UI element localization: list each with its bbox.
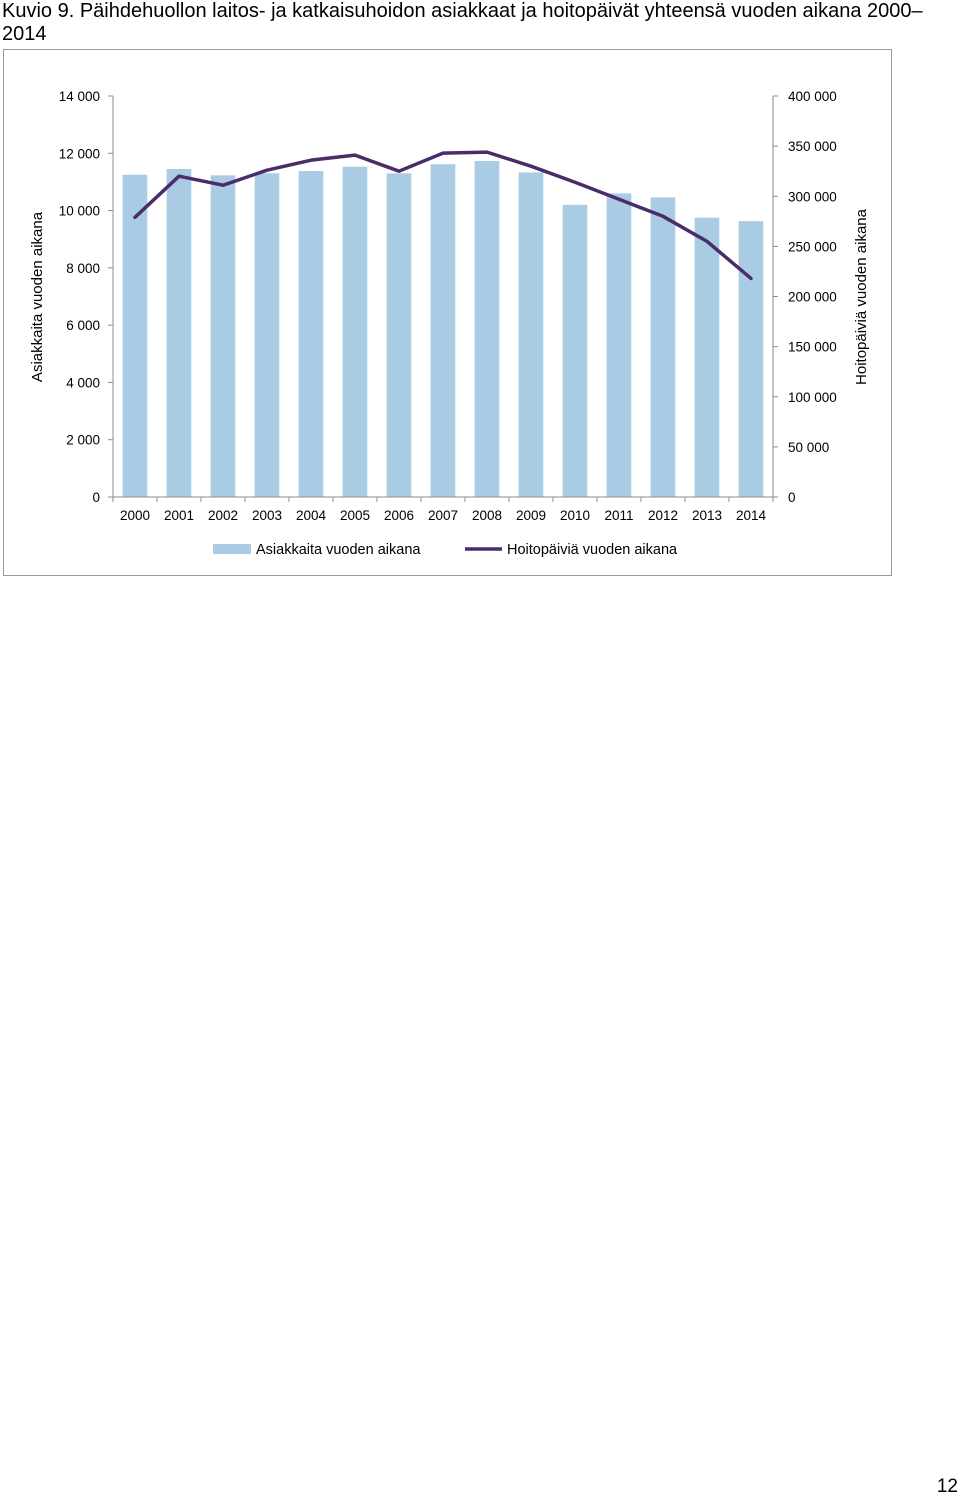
bar-2014 [738,221,764,498]
x-tick-label-2001: 2001 [164,508,194,523]
line-point-2011 [618,198,620,200]
line-point-2003 [266,169,268,171]
x-tick-label-2003: 2003 [252,508,282,523]
bar-2011 [606,193,632,497]
bar-2003 [254,173,280,497]
bar-2001 [166,169,192,498]
bar-2013 [694,217,720,498]
x-tick-label-2014: 2014 [736,508,767,523]
chart-frame [3,49,892,576]
line-point-2010 [574,181,576,183]
y-right-tick-label: 100 000 [788,390,837,405]
line-point-2005 [354,154,356,156]
y-right-tick-label: 50 000 [788,440,829,455]
bar-2012 [650,197,676,497]
bar-2004 [298,171,324,498]
line-point-2012 [662,215,664,217]
bar-2010 [562,204,588,497]
line-point-2000 [134,216,136,218]
y-right-tick-label: 350 000 [788,139,837,154]
x-tick-label-2006: 2006 [384,508,414,523]
line-point-2008 [486,151,488,153]
x-tick-label-2002: 2002 [208,508,238,523]
bar-2006 [386,173,412,497]
y-left-tick-label: 4 000 [66,375,100,390]
page-number: 12 [936,1476,958,1497]
line-series [133,150,753,281]
y-right-tick-label: 400 000 [788,89,837,104]
bar-2005 [342,166,368,497]
line-point-2007 [442,152,444,154]
bar-2002 [210,175,236,497]
x-tick-label-2011: 2011 [604,508,633,523]
x-tick-label-2012: 2012 [648,508,678,523]
y-left-tick-label: 14 000 [59,89,100,104]
bar-2007 [430,164,456,498]
x-tick-label-2000: 2000 [120,508,150,523]
y-left-tick-label: 8 000 [66,261,100,276]
legend: Asiakkaita vuoden aikana Hoitopäiviä vuo… [213,542,678,558]
y-axis-left-title: Asiakkaita vuoden aikana [29,211,46,382]
line-point-2001 [178,175,180,177]
legend-label-line: Hoitopäiviä vuoden aikana [507,542,678,558]
x-tick-label-2010: 2010 [560,508,590,523]
chart-title: Kuvio 9. Päihdehuollon laitos- ja katkai… [2,0,923,45]
tick-labels: 0 2 000 4 000 6 000 8 000 10 000 12 000 14 000 0… [59,89,837,523]
x-tick-label-2004: 2004 [296,508,327,523]
y-right-tick-label: 250 000 [788,239,837,254]
line-point-2009 [530,165,532,167]
y-axis-right-title: Hoitopäiviä vuoden aikana [853,208,870,385]
legend-label-bar: Asiakkaita vuoden aikana [256,542,421,558]
y-right-tick-label: 300 000 [788,189,837,204]
y-right-tick-label: 0 [788,490,796,505]
x-tick-label-2007: 2007 [428,508,458,523]
y-left-tick-label: 2 000 [66,433,100,448]
line-point-2006 [398,170,400,172]
line-point-2014 [750,277,752,279]
y-right-tick-label: 150 000 [788,340,837,355]
bar-2000 [122,174,148,497]
axes [108,95,778,502]
combo-chart: 0 2 000 4 000 6 000 8 000 10 000 12 000 14 000 0… [29,89,870,558]
x-tick-label-2009: 2009 [516,508,546,523]
line-point-2002 [222,184,224,186]
line-point-2004 [310,159,312,161]
y-right-tick-label: 200 000 [788,290,837,305]
y-left-tick-label: 10 000 [59,204,100,219]
y-left-tick-label: 12 000 [59,146,100,161]
bar-2009 [518,172,544,498]
line-point-2013 [706,240,708,242]
bar-2008 [474,161,500,497]
bar-series [122,161,764,498]
x-tick-label-2013: 2013 [692,508,722,523]
y-left-tick-label: 6 000 [66,318,100,333]
y-left-tick-label: 0 [92,490,100,505]
x-tick-label-2005: 2005 [340,508,370,523]
x-tick-label-2008: 2008 [472,508,502,523]
legend-swatch-bar [213,544,251,554]
